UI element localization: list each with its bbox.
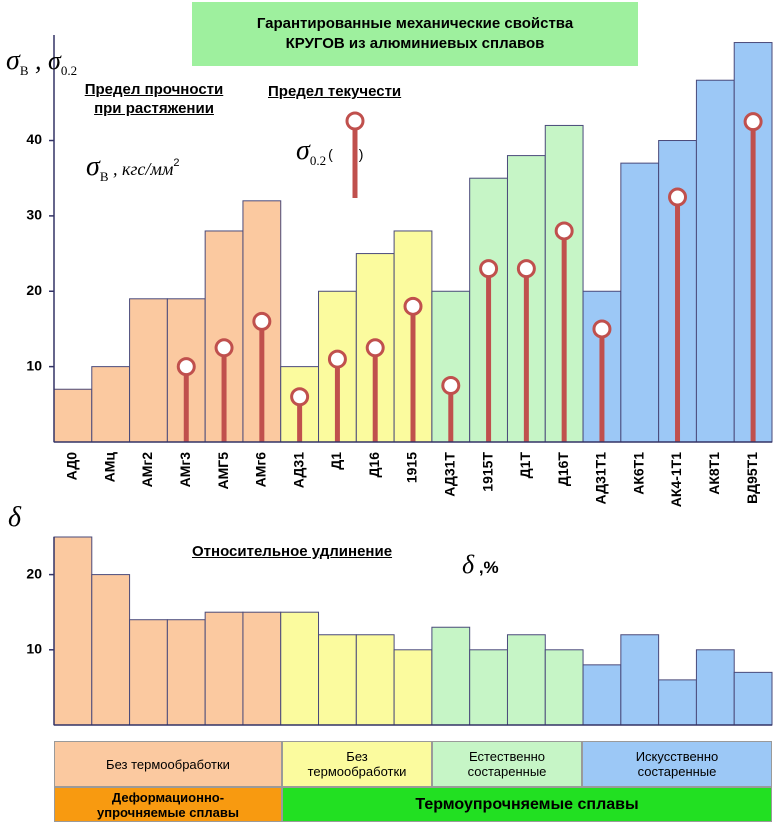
legend-yield-unit: σ0.2()	[296, 102, 363, 169]
chart-title: Относительное удлинение	[192, 543, 393, 560]
legend-tensile: Предел прочности при растяжении	[84, 81, 224, 117]
yield-marker	[668, 187, 688, 207]
y-tick-label: 10	[26, 357, 42, 373]
bar	[204, 611, 244, 726]
sub: B	[99, 169, 109, 184]
yield-marker	[554, 221, 574, 241]
bar	[129, 619, 168, 726]
bar	[166, 619, 206, 726]
sub: 0.2	[309, 153, 327, 168]
x-tick-label: Д1Т	[517, 452, 533, 479]
bar	[431, 626, 471, 726]
paren: (	[328, 146, 333, 162]
sym: σ	[296, 135, 310, 166]
x-tick-label: АД31Т1	[593, 452, 609, 505]
yield-marker	[214, 338, 234, 358]
y-tick-label: 40	[26, 131, 42, 147]
bar	[506, 634, 546, 726]
yield-marker	[290, 387, 310, 407]
bar	[393, 649, 433, 726]
legend-circle	[345, 111, 365, 131]
bar	[91, 574, 131, 726]
paren: )	[358, 146, 364, 162]
x-tick-label: АД31	[290, 452, 306, 488]
sym: , σ	[28, 46, 61, 75]
bar	[242, 611, 282, 726]
x-tick-label: АМг3	[177, 452, 193, 488]
class-cell: Термоупрочняемые сплавы	[282, 787, 772, 822]
x-tick-label: АД0	[64, 452, 80, 481]
bar	[355, 634, 395, 726]
group-cell: Без термообработки	[282, 741, 432, 787]
bar	[469, 649, 508, 726]
yield-marker	[176, 357, 196, 377]
x-tick-label: АМг2	[139, 452, 155, 488]
bar	[544, 649, 584, 726]
x-tick-label: АМц	[101, 452, 117, 483]
legend-yield: Предел текучести	[268, 83, 402, 100]
bar	[582, 664, 622, 726]
group-cell: Естественно состаренные	[432, 741, 582, 787]
sym: σ	[86, 151, 100, 182]
x-tick-label: 1915	[404, 452, 420, 483]
x-tick-label: АМГ5	[215, 452, 231, 490]
legend-tensile-unit: σB , кгс/мм2	[86, 118, 180, 185]
bar	[280, 611, 320, 726]
title: Гарантированные механические свойства КР…	[192, 2, 638, 66]
sym: δ	[462, 550, 475, 579]
x-tick-label: АМг6	[253, 452, 269, 488]
yield-legend-marker	[345, 111, 365, 198]
yield-marker	[592, 319, 612, 339]
bar	[53, 536, 93, 726]
bar	[695, 79, 735, 443]
x-tick-label: АК4-1Т1	[668, 452, 684, 507]
bar	[658, 679, 697, 726]
y-axis-label: σB , σ0.2	[6, 12, 77, 79]
yield-marker	[365, 338, 385, 358]
bar	[620, 162, 660, 443]
group-cell: Искусственно состаренные	[582, 741, 772, 787]
yield-marker	[743, 112, 763, 132]
sub: 0.2	[60, 63, 78, 78]
y-tick-label: 20	[26, 282, 42, 298]
y-tick-label: 20	[26, 565, 42, 581]
x-tick-label: АД31Т	[441, 452, 457, 497]
class-cell: Деформационно- упрочняемые сплавы	[54, 787, 282, 822]
sym: σ	[6, 45, 20, 76]
bar	[91, 366, 131, 443]
x-tick-label: Д16	[366, 452, 382, 478]
chart-title-unit: δ ,%	[462, 532, 499, 580]
bar	[733, 671, 773, 726]
x-tick-label: ВД95Т1	[744, 452, 760, 504]
x-tick-label: АК6Т1	[630, 452, 646, 495]
bar	[695, 649, 735, 726]
bar	[620, 634, 660, 726]
unit: , кгс/мм	[108, 159, 174, 179]
y-tick-label: 30	[26, 207, 42, 223]
y-axis-label: δ	[8, 502, 22, 533]
sub: B	[19, 63, 29, 78]
yield-marker	[403, 296, 423, 316]
group-cell: Без термообработки	[54, 741, 282, 787]
yield-marker	[327, 349, 347, 369]
x-tick-label: Д16Т	[555, 452, 571, 487]
x-tick-label: Д1	[328, 452, 344, 470]
sup: 2	[173, 157, 180, 169]
yield-marker	[252, 311, 272, 331]
x-tick-label: 1915Т	[479, 452, 495, 492]
bar	[129, 298, 168, 443]
unit: ,%	[474, 558, 499, 577]
yield-marker	[479, 259, 499, 279]
bar	[53, 388, 93, 443]
yield-marker	[516, 259, 536, 279]
yield-marker	[441, 375, 461, 395]
y-tick-label: 10	[26, 641, 42, 657]
x-tick-label: АК8Т1	[706, 452, 722, 495]
bar	[318, 634, 357, 726]
